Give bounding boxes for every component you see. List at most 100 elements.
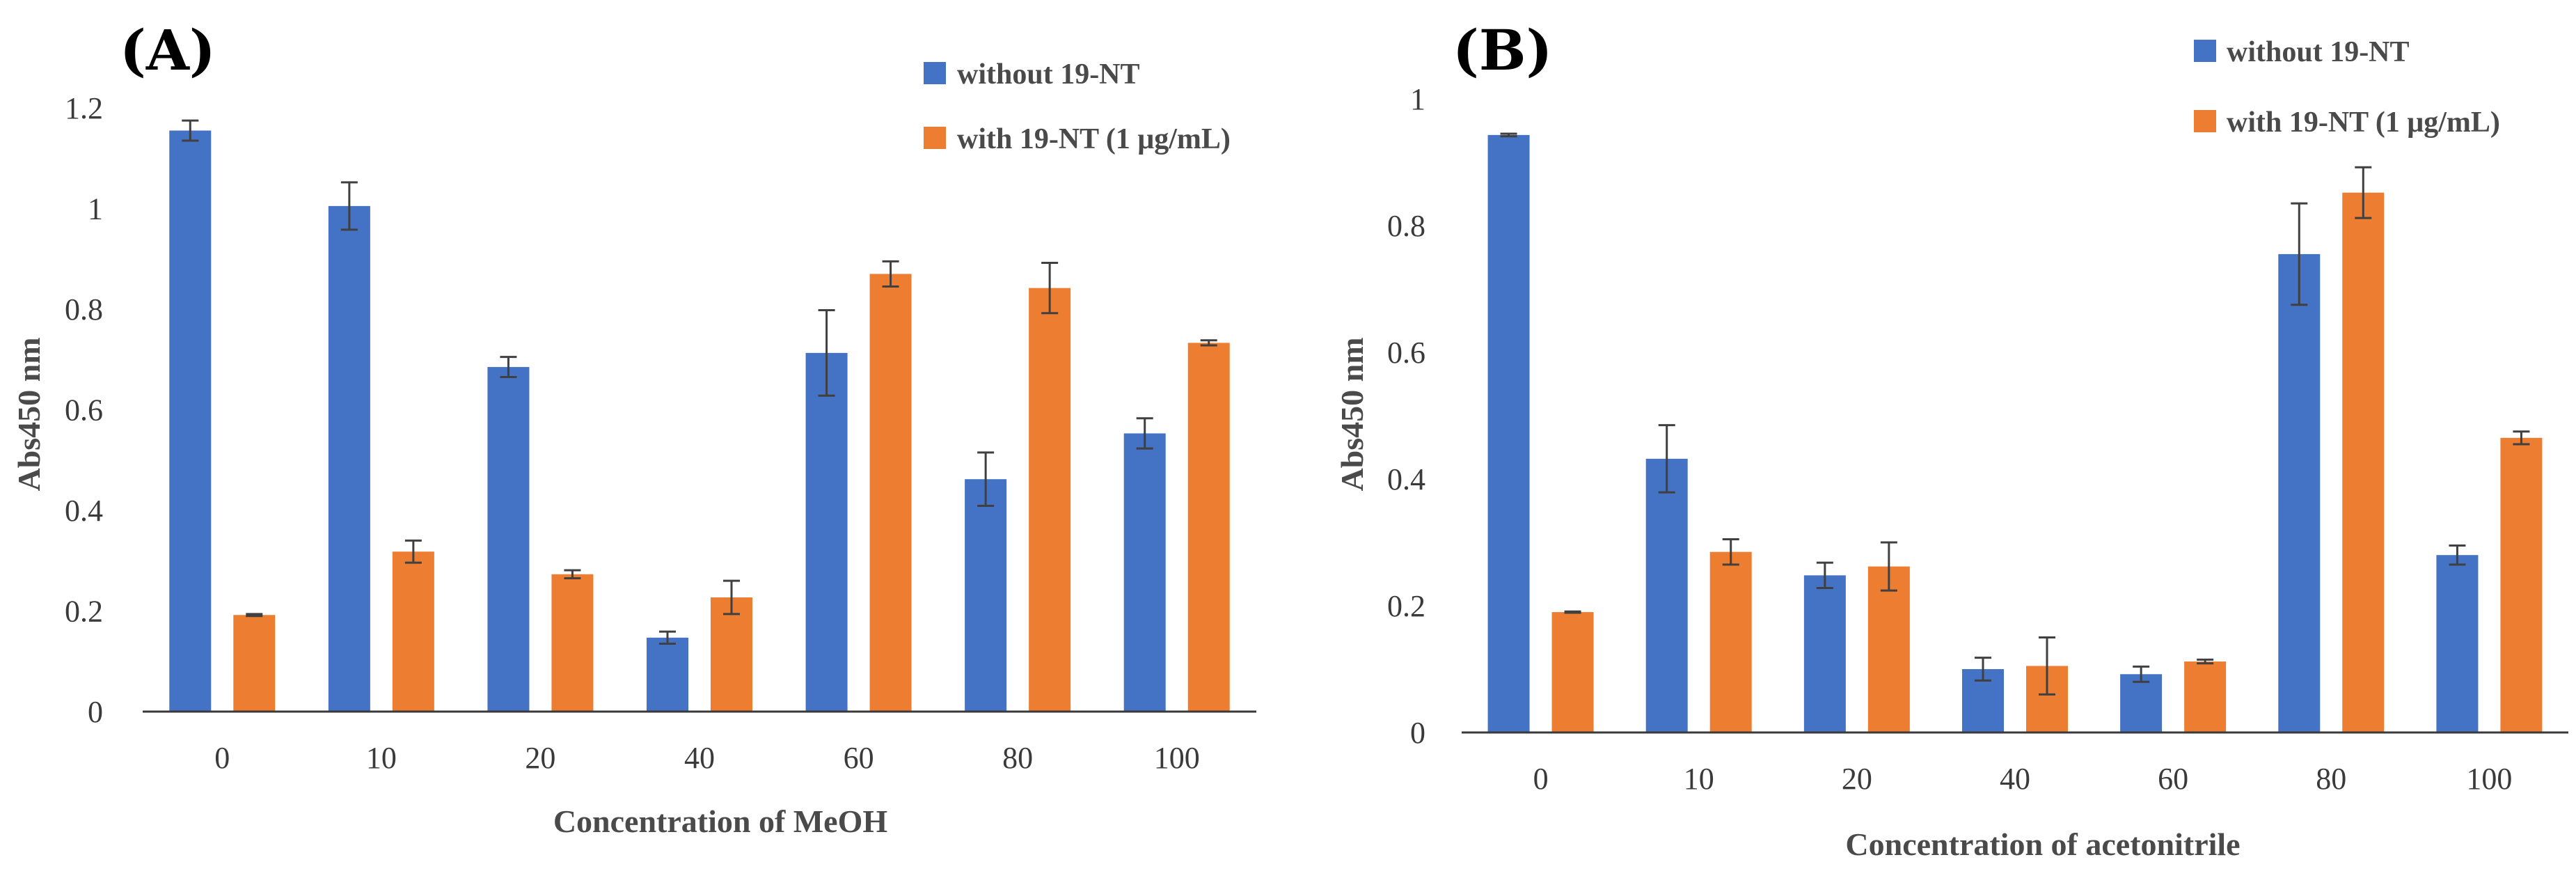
panel-a-x-tick-label: 20 bbox=[525, 741, 555, 775]
panel-a-y-axis-title: Abs450 nm bbox=[11, 337, 47, 491]
panel-a-bar-series1 bbox=[169, 130, 212, 712]
panel-a-error-bar-series1 bbox=[1136, 417, 1153, 450]
panel-a-legend-swatch-series1 bbox=[924, 62, 946, 84]
panel-b-error-bar-series1 bbox=[2291, 202, 2308, 306]
panel-b-error-bar-series2 bbox=[2513, 430, 2530, 446]
panel-a-y-tick-label: 0.4 bbox=[65, 494, 103, 528]
panel-a-error-bar-series2 bbox=[404, 539, 422, 564]
panel-b-label: (B) bbox=[1453, 17, 1552, 83]
panel-a-y-tick-label: 0.2 bbox=[65, 595, 103, 629]
panel-b-error-bar-series2 bbox=[1880, 541, 1897, 592]
panel-b-error-bar-series1 bbox=[1975, 657, 1991, 682]
panel-b-y-axis-title: Abs450 nm bbox=[1334, 337, 1370, 491]
panel-b-bar-series2 bbox=[1551, 612, 1594, 732]
panel-a-error-bar-series1 bbox=[977, 451, 995, 507]
panel-b-y-tick-label: 0.2 bbox=[1387, 589, 1425, 623]
panel-a-bar-series2 bbox=[233, 615, 276, 712]
panel-a-y-tick-labels: 0 0.2 0.4 0.6 0.8 1 1.2 bbox=[65, 91, 103, 729]
panel-a-error-bar-series1 bbox=[818, 308, 835, 397]
panel-b-x-tick-label: 20 bbox=[1842, 762, 1872, 796]
panel-b-legend-label-series2: with 19-NT (1 μg/mL) bbox=[2227, 107, 2500, 139]
panel-a-error-bar-series1 bbox=[182, 119, 199, 142]
panel-b-x-tick-label: 0 bbox=[1533, 762, 1549, 796]
panel-b-error-bar-series2 bbox=[1564, 610, 1581, 614]
panel-b-error-bar-series2 bbox=[2039, 636, 2055, 696]
panel-a-bar-series2 bbox=[1029, 288, 1071, 712]
panel-b-x-tick-label: 100 bbox=[2466, 762, 2512, 796]
panel-a-x-tick-label: 60 bbox=[844, 741, 874, 775]
panel-b-bar-series2 bbox=[1709, 551, 1752, 732]
panel-b-legend: without 19-NT with 19-NT (1 μg/mL) bbox=[2194, 36, 2500, 139]
panel-a-error-bar-series2 bbox=[1200, 339, 1217, 347]
panel-a-bar-series1 bbox=[647, 637, 688, 712]
panel-b-error-bar-series2 bbox=[1722, 538, 1739, 566]
panel-b-error-bar-series1 bbox=[1500, 132, 1517, 138]
panel-a-bar-series1 bbox=[1123, 433, 1166, 712]
panel-a-y-tick-label: 1 bbox=[88, 192, 103, 226]
panel-b-error-bar-series1 bbox=[1658, 424, 1675, 494]
panel-a-legend-swatch-series2 bbox=[924, 127, 946, 149]
panel-a-legend-label-series1: without 19-NT bbox=[957, 58, 1140, 91]
panel-a-x-axis-title: Concentration of MeOH bbox=[553, 803, 888, 839]
panel-b-x-tick-label: 80 bbox=[2316, 762, 2346, 796]
panel-a-bar-series2 bbox=[869, 274, 912, 712]
panel-a-bar-series2 bbox=[392, 551, 434, 712]
panel-a-x-tick-label: 10 bbox=[366, 741, 397, 775]
panel-b-x-tick-labels: 0 10 20 40 60 80 100 bbox=[1533, 762, 2513, 796]
panel-b-bars bbox=[1487, 134, 2543, 732]
panel-a-bar-series1 bbox=[965, 479, 1007, 712]
panel-b-bar-series2 bbox=[2500, 437, 2543, 732]
panel-a-bar-series1 bbox=[805, 352, 848, 712]
panel-b-bar-series2 bbox=[2342, 192, 2385, 732]
panel-a-error-bar-series2 bbox=[882, 260, 899, 288]
panel-a-legend-label-series2: with 19-NT (1 μg/mL) bbox=[957, 123, 1231, 155]
panel-a-bars bbox=[169, 130, 1230, 712]
panel-a-x-tick-label: 100 bbox=[1154, 741, 1200, 775]
panel-a-bar-series1 bbox=[487, 367, 530, 712]
panel-a-x-tick-label: 80 bbox=[1002, 741, 1033, 775]
panel-a-bar-series2 bbox=[551, 574, 594, 712]
panel-a-y-tick-label: 0.8 bbox=[65, 292, 103, 327]
panel-b-bar-series2 bbox=[1867, 566, 1910, 732]
panel-b-y-tick-label: 0.4 bbox=[1387, 462, 1425, 496]
panel-a-x-tick-labels: 0 10 20 40 60 80 100 bbox=[214, 741, 1199, 775]
panel-b-bar-series1 bbox=[2120, 674, 2163, 732]
panel-b-y-tick-label: 0 bbox=[1410, 716, 1425, 750]
panel-b-error-bar-series2 bbox=[2197, 658, 2214, 665]
panel-b-error-bar-series1 bbox=[2133, 665, 2150, 683]
panel-b-bar-series1 bbox=[2278, 253, 2321, 732]
panel-b-error-bars bbox=[1500, 132, 2530, 696]
panel-b-legend-swatch-series2 bbox=[2194, 110, 2216, 132]
panel-a-error-bar-series1 bbox=[340, 181, 358, 231]
panel-a-error-bar-series1 bbox=[500, 356, 517, 379]
panel-a-legend: without 19-NT with 19-NT (1 μg/mL) bbox=[924, 58, 1231, 155]
panel-b-x-tick-label: 40 bbox=[2000, 762, 2030, 796]
panel-b-y-tick-label: 0.8 bbox=[1387, 209, 1425, 243]
panel-b-bar-series1 bbox=[1803, 575, 1846, 732]
panel-a-bar-series2 bbox=[1187, 343, 1230, 712]
panel-a-x-tick-label: 40 bbox=[684, 741, 715, 775]
panel-a-label: (A) bbox=[120, 17, 216, 83]
panel-b-x-axis-title: Concentration of acetonitrile bbox=[1845, 826, 2240, 862]
panel-a-y-tick-label: 0 bbox=[88, 695, 103, 729]
panel-a-error-bar-series2 bbox=[1041, 262, 1059, 315]
panel-a-error-bars bbox=[182, 119, 1217, 645]
panel-b-legend-swatch-series1 bbox=[2194, 40, 2216, 62]
panel-a-error-bar-series2 bbox=[723, 579, 740, 616]
panel-b-x-tick-label: 10 bbox=[1684, 762, 1714, 796]
panel-b-y-tick-label: 1 bbox=[1410, 82, 1425, 116]
panel-a-error-bar-series1 bbox=[659, 630, 676, 645]
panel-b-y-tick-label: 0.6 bbox=[1387, 336, 1425, 370]
panel-a-y-tick-label: 0.6 bbox=[65, 393, 103, 428]
panel-b-error-bar-series1 bbox=[1816, 561, 1833, 590]
panel-a-error-bar-series2 bbox=[564, 569, 581, 580]
panel-b-bar-series1 bbox=[1645, 458, 1688, 732]
panel-a-bar-series2 bbox=[711, 597, 752, 712]
panel-a-error-bar-series2 bbox=[246, 613, 263, 618]
panel-b-bar-series1 bbox=[2436, 555, 2479, 732]
chart-panel-a: (A) 0 0.2 0.4 0.6 0.8 1 1.2 0 10 20 40 60 80 100 Con… bbox=[11, 17, 1256, 839]
panel-b-y-tick-labels: 0 0.2 0.4 0.6 0.8 1 bbox=[1387, 82, 1425, 750]
panel-b-legend-label-series1: without 19-NT bbox=[2227, 36, 2410, 68]
chart-panel-b: (B) 0 0.2 0.4 0.6 0.8 1 0 10 20 40 60 80 100 Concen… bbox=[1334, 17, 2568, 862]
